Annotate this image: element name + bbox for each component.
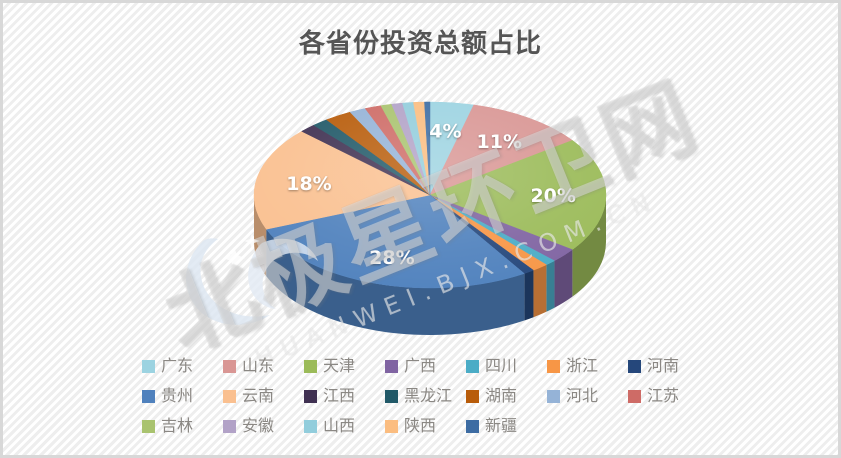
legend-swatch-icon: [223, 419, 236, 433]
legend-label: 山东: [242, 356, 275, 375]
legend-label: 黑龙江: [404, 386, 453, 405]
legend-label: 湖南: [485, 386, 518, 405]
legend-label: 山西: [323, 416, 356, 435]
legend-swatch-icon: [304, 359, 317, 373]
data-label: 20%: [530, 185, 575, 207]
data-label: 4%: [429, 120, 461, 142]
chart-title: 各省份投资总额占比: [298, 29, 542, 59]
pie-slice-side: [524, 270, 534, 321]
legend-swatch-icon: [466, 389, 479, 403]
pie-slice-side: [533, 264, 547, 318]
legend-item: 吉林: [142, 415, 223, 437]
pie-slice-side: [554, 249, 573, 308]
legend-label: 新疆: [485, 416, 518, 435]
legend-label: 河南: [647, 356, 680, 375]
legend-label: 广西: [404, 356, 437, 375]
pie-side-walls: [254, 195, 606, 335]
legend-label: 四川: [485, 356, 518, 375]
legend-label: 天津: [323, 356, 356, 375]
legend-swatch-icon: [628, 359, 641, 373]
legend-label: 贵州: [161, 386, 194, 405]
legend-item: 浙江: [547, 355, 628, 377]
legend-item: 湖南: [466, 385, 547, 407]
legend-swatch-icon: [304, 389, 317, 403]
legend-label: 云南: [242, 386, 275, 405]
legend-swatch-icon: [547, 389, 560, 403]
legend-item: 四川: [466, 355, 547, 377]
legend-label: 江苏: [647, 386, 680, 405]
legend-swatch-icon: [385, 389, 398, 403]
pie-chart: 4% 11% 20% 28% 18%: [253, 101, 607, 335]
legend-label: 浙江: [566, 356, 599, 375]
pie-slices: [253, 101, 607, 289]
legend-swatch-icon: [385, 419, 398, 433]
legend-swatch-icon: [223, 359, 236, 373]
legend-swatch-icon: [142, 389, 155, 403]
legend-item: 新疆: [466, 415, 547, 437]
legend-label: 安徽: [242, 416, 275, 435]
data-label: 11%: [477, 131, 522, 153]
legend-item: 河南: [628, 355, 709, 377]
legend-item: 江苏: [628, 385, 709, 407]
legend-item: 河北: [547, 385, 628, 407]
legend-item: 山东: [223, 355, 304, 377]
legend-item: 云南: [223, 385, 304, 407]
legend-label: 河北: [566, 386, 599, 405]
legend-label: 江西: [323, 386, 356, 405]
legend-item: 天津: [304, 355, 385, 377]
legend-swatch-icon: [466, 419, 479, 433]
legend-swatch-icon: [142, 359, 155, 373]
pie-slice-side: [546, 260, 555, 312]
data-label: 28%: [369, 247, 414, 269]
legend-item: 江西: [304, 385, 385, 407]
legend-swatch-icon: [142, 419, 155, 433]
pie-gloss-highlight: [254, 102, 606, 288]
legend-swatch-icon: [385, 359, 398, 373]
pie-data-labels: 4% 11% 20% 28% 18%: [286, 120, 576, 269]
legend-swatch-icon: [304, 419, 317, 433]
legend-swatch-icon: [466, 359, 479, 373]
legend-item: 黑龙江: [385, 385, 466, 407]
legend-label: 广东: [161, 356, 194, 375]
legend-item: 广东: [142, 355, 223, 377]
legend-item: 陕西: [385, 415, 466, 437]
legend-item: 广西: [385, 355, 466, 377]
legend-swatch-icon: [628, 389, 641, 403]
data-label: 18%: [286, 173, 331, 195]
pie-slice-side: [266, 229, 525, 335]
legend: 广东 山东 天津 广西 四川 浙江 河南贵州 云南 江西 黑龙江 湖南 河北 江苏吉林 安徽 山西 陕西 新疆: [142, 355, 709, 437]
legend-swatch-icon: [547, 359, 560, 373]
legend-item: 安徽: [223, 415, 304, 437]
legend-swatch-icon: [223, 389, 236, 403]
pie-slice-side: [572, 195, 606, 297]
legend-label: 吉林: [161, 416, 194, 435]
legend-label: 陕西: [404, 416, 437, 435]
legend-item: 山西: [304, 415, 385, 437]
legend-item: 贵州: [142, 385, 223, 407]
